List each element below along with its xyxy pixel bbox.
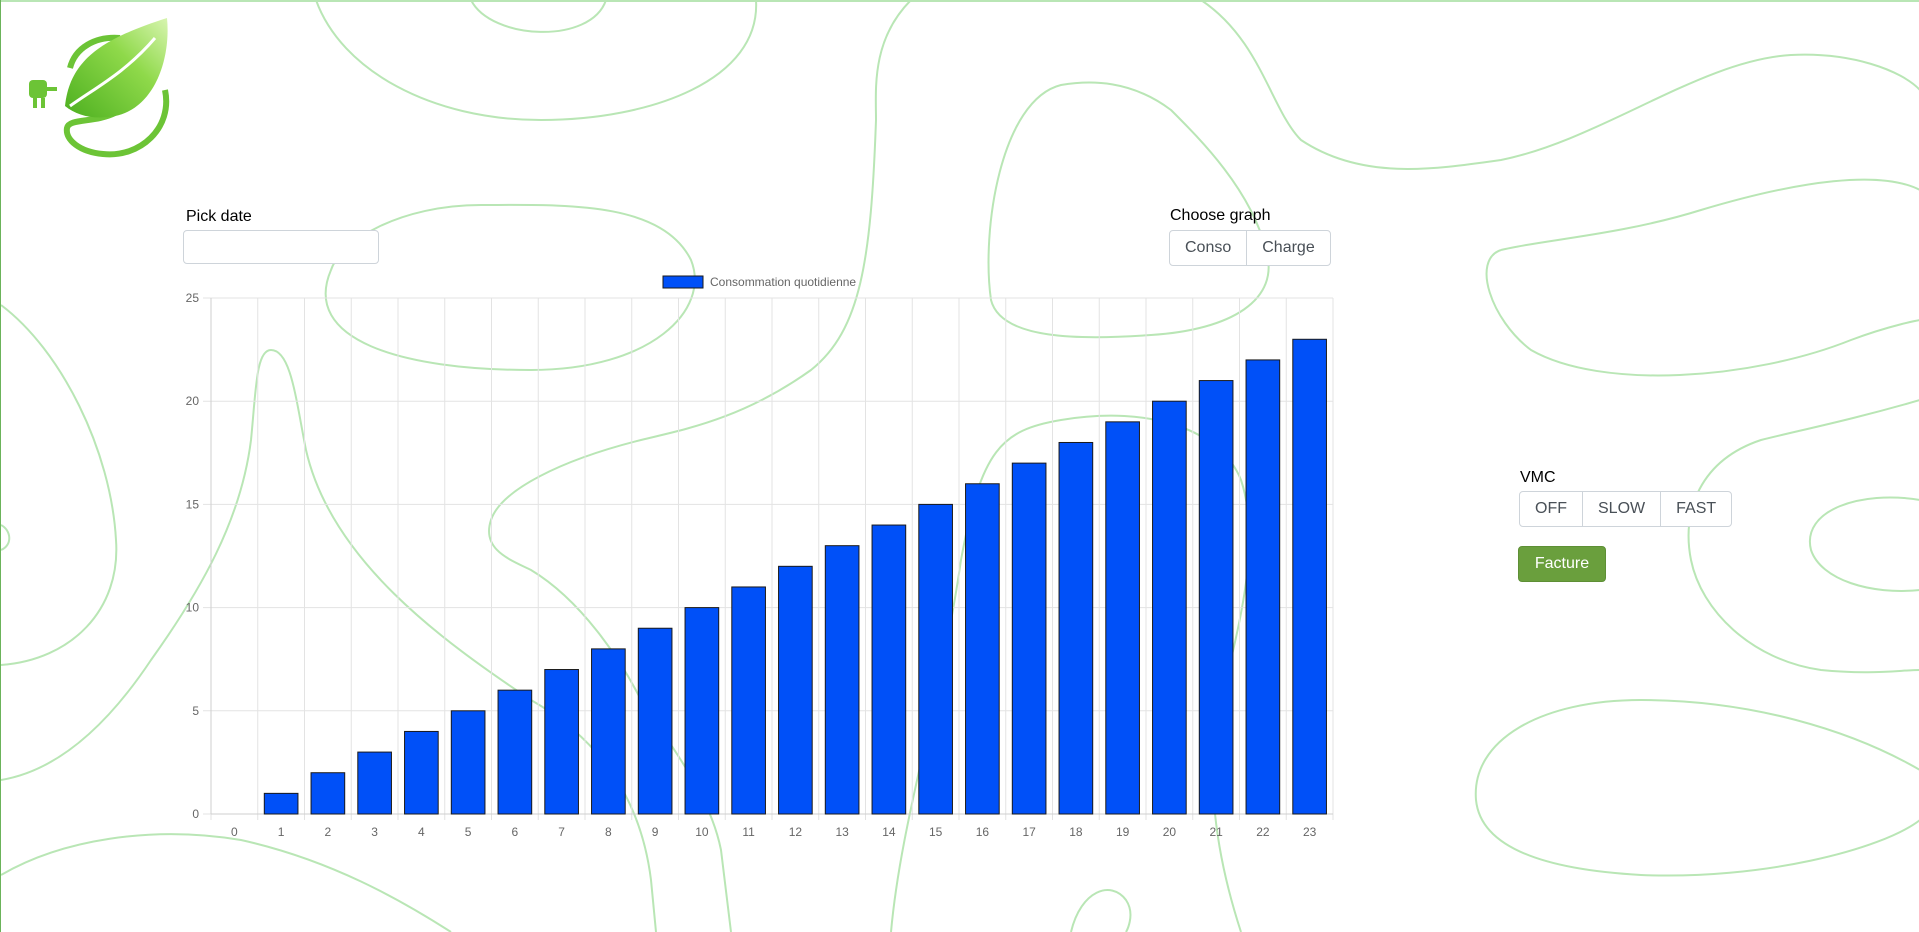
vmc-fast-button[interactable]: FAST [1660,491,1733,527]
date-input[interactable] [183,230,379,264]
x-tick-label: 7 [558,825,565,839]
y-tick-label: 10 [186,601,200,615]
x-tick-label: 0 [231,825,238,839]
bar [1152,400,1187,815]
bar [1105,421,1140,815]
eco-leaf-plug-logo [29,18,170,158]
bar [684,607,720,815]
x-tick-label: 5 [465,825,472,839]
bar [544,669,579,815]
x-tick-label: 6 [512,825,519,839]
x-tick-label: 9 [652,825,659,839]
bar [497,689,533,815]
x-tick-label: 10 [695,825,709,839]
bar [778,565,813,815]
bar [1245,359,1281,815]
x-tick-label: 4 [418,825,425,839]
x-tick-label: 17 [1022,825,1036,839]
bar [918,503,953,815]
y-tick-label: 0 [192,807,199,821]
vmc-selector: OFF SLOW FAST [1519,491,1733,527]
x-tick-label: 12 [789,825,803,839]
y-tick-label: 15 [186,497,200,511]
choose-graph-label: Choose graph [1170,207,1271,224]
bar [965,483,1000,815]
legend-swatch [662,275,704,289]
x-tick-label: 13 [835,825,849,839]
x-tick-label: 21 [1209,825,1223,839]
bar [450,710,486,815]
bar [404,730,439,815]
bar [1058,441,1094,815]
bar [310,772,346,815]
pick-date-label: Pick date [186,208,252,225]
x-tick-label: 23 [1303,825,1317,839]
x-tick-label: 20 [1163,825,1177,839]
bar [1198,380,1234,815]
x-tick-label: 18 [1069,825,1083,839]
conso-graph-button[interactable]: Conso [1169,230,1248,266]
bar [591,648,626,815]
bar [1292,338,1327,815]
bar [871,524,907,815]
vmc-slow-button[interactable]: SLOW [1582,491,1662,527]
bar [1011,462,1047,815]
y-tick-label: 5 [192,704,199,718]
facture-button[interactable]: Facture [1518,546,1606,582]
y-tick-label: 20 [186,394,200,408]
x-tick-label: 16 [976,825,990,839]
y-tick-label: 25 [186,291,200,305]
bar [357,751,392,815]
vmc-off-button[interactable]: OFF [1519,491,1583,527]
x-tick-label: 19 [1116,825,1130,839]
bar [263,792,299,815]
x-tick-label: 8 [605,825,612,839]
bar [824,545,860,815]
x-tick-label: 22 [1256,825,1270,839]
x-tick-label: 3 [371,825,378,839]
x-tick-label: 11 [742,825,755,839]
bar [731,586,766,815]
legend-label: Consommation quotidienne [710,275,856,289]
x-tick-label: 2 [325,825,332,839]
charge-graph-button[interactable]: Charge [1246,230,1331,266]
vmc-label: VMC [1520,469,1556,486]
bar [637,627,673,815]
x-tick-label: 1 [278,825,285,839]
graph-selector: Conso Charge [1169,230,1331,266]
x-tick-label: 15 [929,825,943,839]
x-tick-label: 14 [882,825,896,839]
